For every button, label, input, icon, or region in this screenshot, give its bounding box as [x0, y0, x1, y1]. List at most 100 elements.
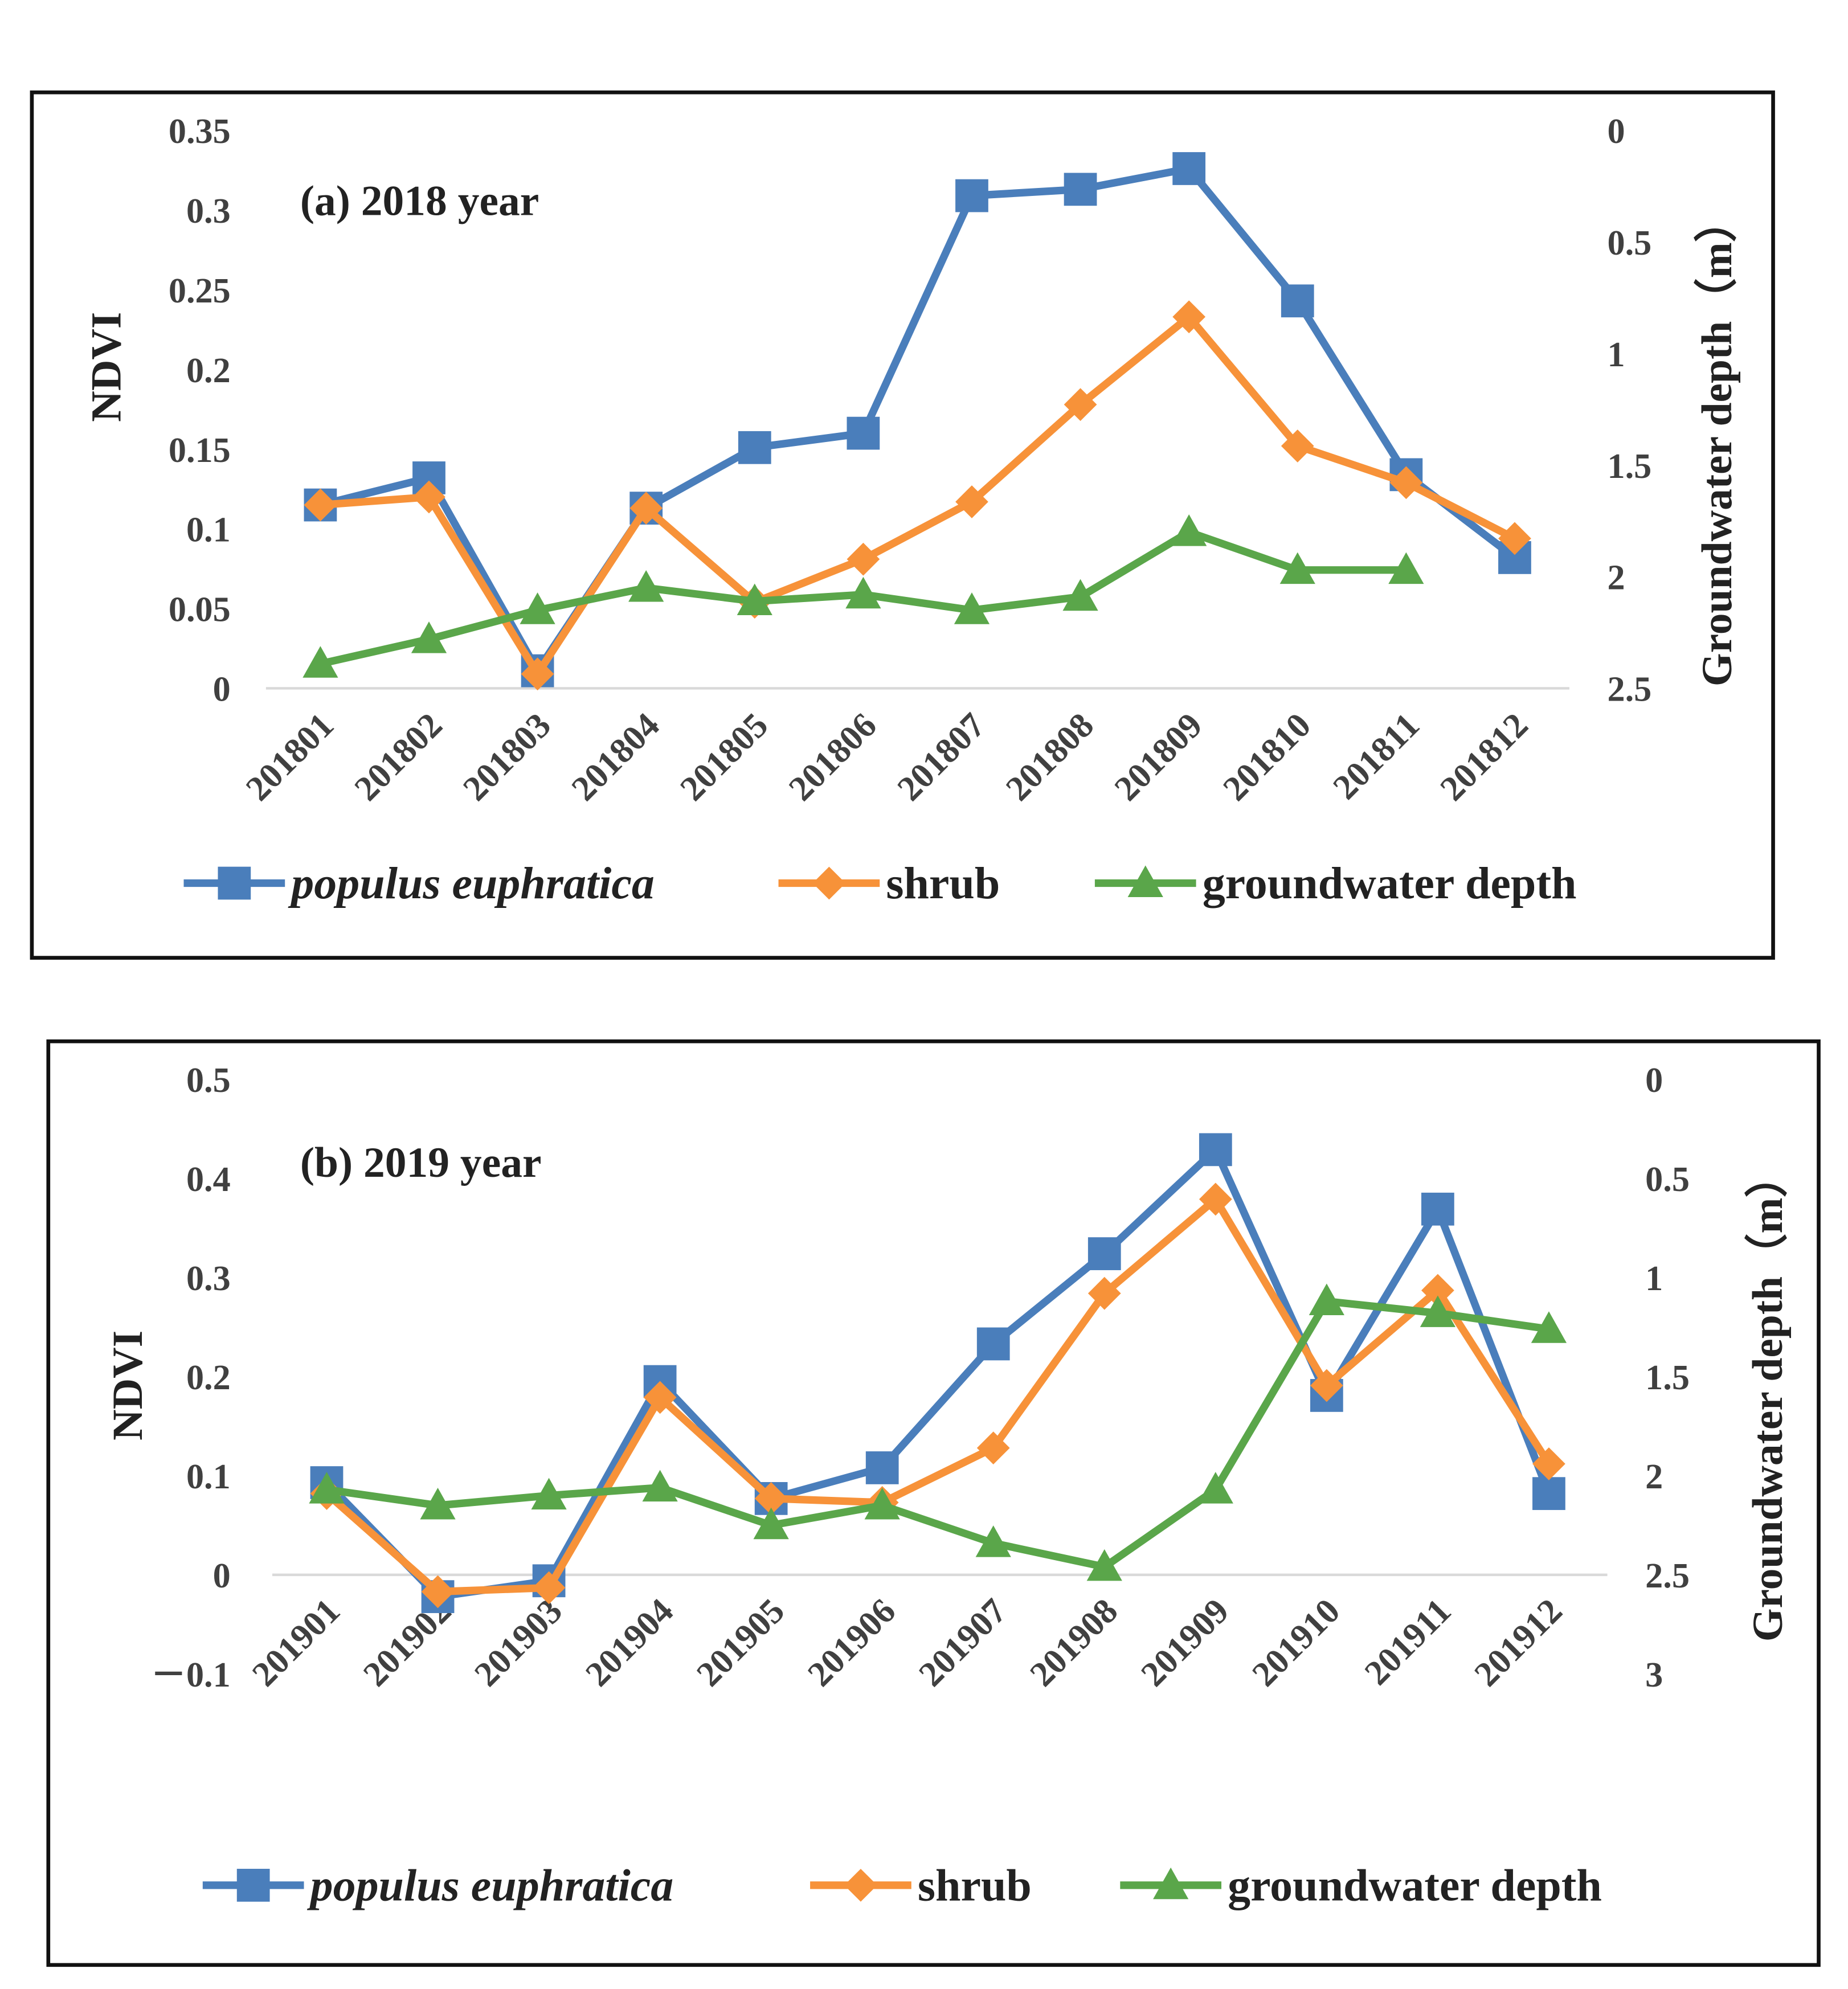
y2-tick-label: 0.5	[1608, 224, 1652, 263]
legend-marker	[1153, 1867, 1189, 1900]
data-point	[738, 431, 771, 464]
data-point	[1389, 466, 1423, 500]
series-groundwater-depth	[302, 514, 1424, 678]
x-tick-label: 201908	[1023, 1591, 1125, 1694]
legend-item: groundwater depth	[1094, 858, 1576, 908]
data-point	[1062, 579, 1098, 611]
data-point	[1532, 1447, 1565, 1480]
y2-axis-label: Groundwater depth（m）	[1744, 1155, 1792, 1642]
x-tick-label: 201808	[999, 706, 1101, 808]
y-axis-label: NDVI	[104, 1331, 152, 1440]
data-point	[629, 492, 663, 525]
x-tick-label: 201803	[456, 706, 558, 808]
data-point	[1421, 1274, 1454, 1307]
data-point	[1388, 552, 1424, 584]
legend-marker	[218, 866, 251, 900]
x-tick-label: 201809	[1107, 706, 1210, 808]
legend-item: shrub	[810, 1861, 1032, 1911]
data-point	[628, 570, 664, 602]
x-tick-label: 201804	[565, 706, 667, 808]
series-shrub	[304, 300, 1531, 691]
data-point	[1281, 429, 1314, 463]
data-point	[520, 592, 555, 624]
data-point	[1421, 1192, 1454, 1226]
data-point	[642, 1470, 678, 1502]
y-tick-label: 0.5	[186, 1061, 231, 1100]
y2-tick-label: 2.5	[1645, 1557, 1690, 1595]
y-tick-label: 0	[213, 1557, 231, 1595]
x-tick-label: 201905	[689, 1591, 792, 1694]
data-point	[521, 657, 554, 691]
y-tick-label: 0.2	[186, 1358, 231, 1397]
data-point	[847, 542, 880, 576]
x-tick-label: 201912	[1467, 1591, 1569, 1694]
y2-tick-label: 1.5	[1608, 447, 1652, 486]
y2-tick-label: 2	[1645, 1458, 1663, 1496]
y2-tick-label: 0	[1608, 112, 1625, 151]
legend-label: populus euphratica	[288, 858, 655, 908]
legend-item: groundwater depth	[1120, 1861, 1602, 1911]
data-point	[975, 1525, 1011, 1557]
y2-tick-label: 1	[1645, 1259, 1663, 1298]
data-point	[1064, 388, 1097, 421]
data-point	[309, 1472, 345, 1504]
y-tick-label: 0.25	[169, 272, 231, 310]
y2-tick-label: 2.5	[1608, 670, 1652, 709]
series-groundwater-depth	[309, 1283, 1567, 1581]
y-tick-label: 0	[213, 670, 231, 709]
data-point	[864, 1487, 900, 1520]
y-tick-label: －0.1	[151, 1656, 231, 1695]
data-point	[421, 1575, 455, 1609]
data-point	[976, 1431, 1010, 1465]
legend-marker	[844, 1868, 877, 1902]
data-point	[847, 416, 880, 450]
chart-title: (a) 2018 year	[300, 178, 539, 225]
x-tick-label: 201805	[673, 706, 775, 808]
data-point	[976, 1327, 1010, 1361]
series-line	[324, 1145, 1553, 1601]
y2-tick-label: 1.5	[1645, 1358, 1690, 1397]
data-point	[1532, 1477, 1565, 1511]
y2-axis-label: Groundwater depth（m）	[1693, 199, 1741, 686]
data-point	[1420, 1295, 1455, 1327]
x-tick-label: 201909	[1134, 1591, 1236, 1694]
data-point	[1279, 552, 1315, 584]
legend-marker	[1127, 865, 1163, 897]
data-point	[737, 583, 772, 616]
legend-item: populus euphratica	[202, 1861, 673, 1911]
data-point	[865, 1451, 899, 1484]
data-point	[955, 485, 988, 518]
series-line	[326, 1297, 1549, 1571]
data-point	[1310, 1369, 1343, 1402]
y2-tick-label: 0	[1645, 1061, 1663, 1100]
y2-tick-label: 3	[1645, 1656, 1663, 1695]
data-point	[412, 480, 445, 514]
data-point	[411, 621, 447, 653]
y-tick-label: 0.1	[186, 1458, 231, 1496]
y-tick-label: 0.35	[169, 112, 231, 151]
data-point	[845, 576, 881, 609]
y2-tick-label: 2	[1608, 559, 1625, 597]
data-point	[1498, 522, 1531, 555]
x-tick-label: 201911	[1358, 1591, 1459, 1693]
chart-panel-b: －0.1 0 0.1 0.2 0.3 0.4 0.5 0 0.5 1 1.5 2 2.5 3 201901 2…	[46, 1039, 1821, 1967]
data-point	[420, 1487, 456, 1520]
x-tick-label: 201901	[245, 1591, 347, 1694]
y-tick-label: 0.1	[186, 511, 231, 550]
x-tick-label: 201907	[911, 1591, 1014, 1694]
x-tick-label: 201811	[1326, 706, 1427, 807]
legend-label: shrub	[886, 858, 1000, 908]
x-tick-label: 201810	[1216, 706, 1318, 808]
data-point	[1087, 1276, 1121, 1310]
y2-tick-label: 0.5	[1645, 1160, 1690, 1199]
chart-title: (b) 2019 year	[300, 1139, 542, 1186]
legend-label: shrub	[918, 1861, 1032, 1911]
data-point	[1171, 514, 1207, 546]
data-point	[1281, 284, 1314, 318]
data-point	[753, 1507, 789, 1540]
data-point	[302, 646, 338, 678]
data-point	[1197, 1472, 1233, 1504]
series-populus-euphratica	[310, 1133, 1565, 1614]
x-tick-label: 201807	[890, 706, 993, 808]
